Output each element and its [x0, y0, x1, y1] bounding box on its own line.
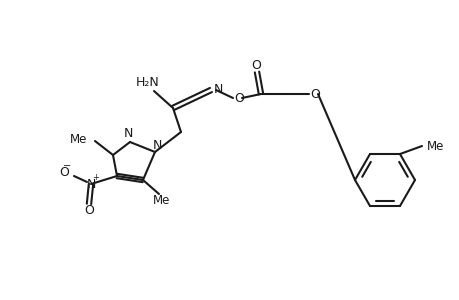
Text: N: N	[86, 178, 95, 190]
Text: +: +	[92, 173, 99, 182]
Text: N: N	[213, 82, 222, 95]
Text: N: N	[123, 127, 132, 140]
Text: −: −	[63, 161, 71, 171]
Text: N: N	[152, 139, 161, 152]
Text: Me: Me	[153, 194, 170, 208]
Text: Me: Me	[426, 140, 443, 152]
Text: O: O	[309, 88, 319, 100]
Text: Me: Me	[69, 133, 87, 146]
Text: O: O	[84, 205, 94, 218]
Text: O: O	[59, 166, 69, 178]
Text: H₂N: H₂N	[136, 76, 160, 88]
Text: O: O	[234, 92, 243, 104]
Text: O: O	[251, 58, 260, 71]
